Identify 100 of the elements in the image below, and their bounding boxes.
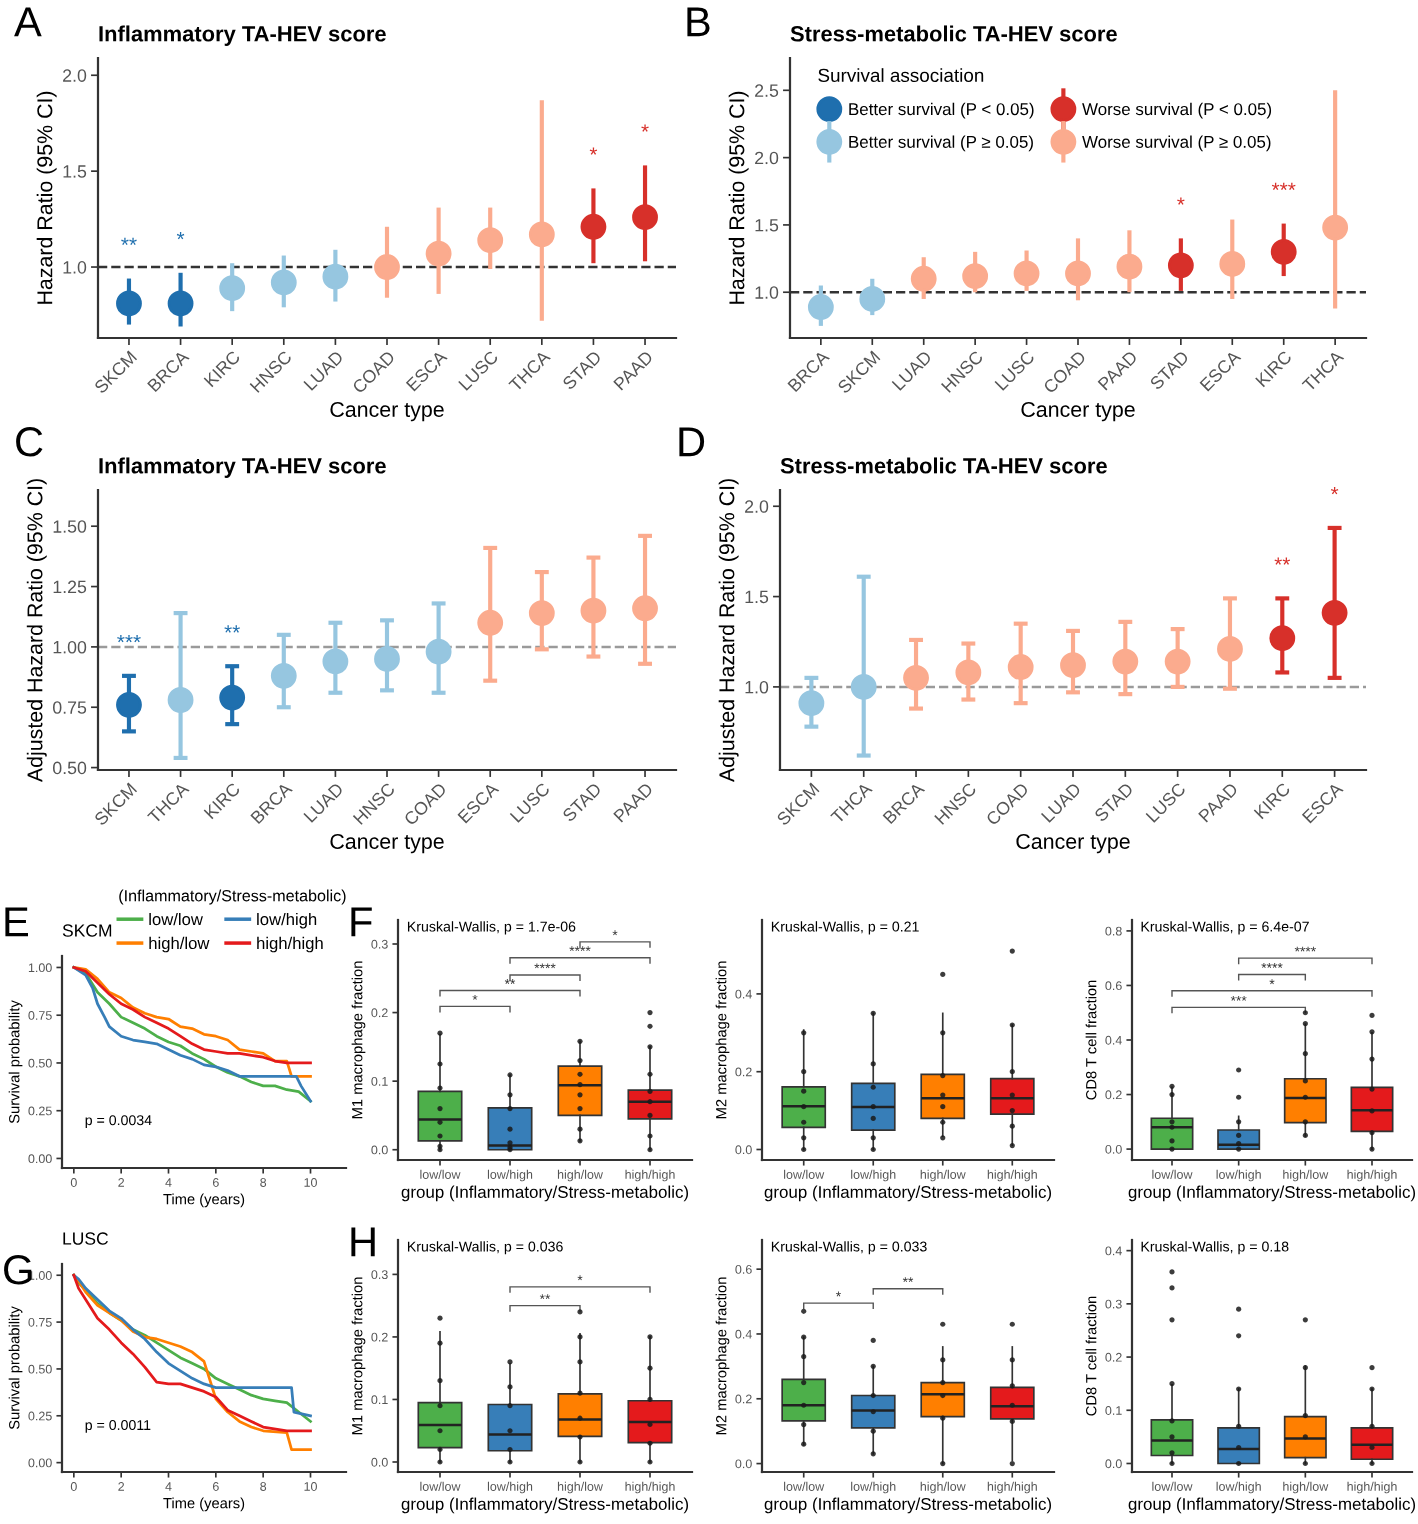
point (1060, 652, 1086, 679)
point (116, 691, 142, 718)
point (425, 240, 452, 267)
point (1167, 252, 1194, 279)
chart-title: Inflammatory TA-HEV score (99, 25, 386, 46)
y-tick-label: 1.0 (745, 680, 769, 694)
point (322, 648, 349, 675)
y-tick-label: 1.5 (745, 590, 769, 604)
chart-title: Inflammatory TA-HEV score (99, 457, 386, 478)
point (580, 597, 607, 624)
point (477, 227, 504, 254)
annotation: * (1177, 197, 1185, 205)
point (580, 213, 607, 240)
point (270, 269, 297, 296)
point (1112, 648, 1139, 675)
text: D (679, 427, 705, 457)
point (477, 609, 504, 636)
y-tick-label: 0.50 (52, 761, 87, 775)
point (219, 684, 246, 711)
y-tick-label: 0.75 (52, 701, 87, 714)
chart-title: Stress-metabolic TA-HEV score (790, 25, 1117, 42)
y-tick-label: 1.50 (53, 520, 87, 533)
chart-title: SKCM (62, 924, 112, 937)
point (1013, 260, 1040, 287)
legend-label: high/high (257, 936, 323, 953)
point (1322, 214, 1349, 241)
y-tick-label: 1.25 (53, 580, 87, 594)
x-axis-title: group (Inflammatory/Stress-metabolic) (764, 1185, 1052, 1202)
annotation: * (589, 147, 598, 155)
y-tick-label: 1.0 (755, 286, 779, 299)
annotation: ** (1274, 557, 1291, 565)
point (1270, 238, 1297, 265)
chart-title: Stress-metabolic TA-HEV score (780, 457, 1107, 474)
point (632, 595, 658, 622)
point (219, 275, 246, 302)
x-axis-title: group (Inflammatory/Stress-metabolic) (764, 1497, 1052, 1514)
legend-label: Better survival (P ≥ 0.05) (849, 135, 1033, 152)
point (798, 690, 825, 717)
annotation: * (641, 124, 649, 132)
point (632, 204, 658, 231)
point (1007, 654, 1034, 680)
x-axis-title: group (Inflammatory/Stress-metabolic) (401, 1497, 689, 1514)
point (167, 687, 194, 713)
annotation: * (176, 231, 185, 240)
y-tick-label: 1.00 (53, 640, 87, 654)
text: G (4, 1255, 32, 1285)
annotation: *** (117, 634, 141, 643)
point (903, 664, 929, 691)
point (1164, 648, 1191, 675)
point (270, 662, 297, 689)
y-axis-title: Hazard Ratio (95% CI) (728, 91, 749, 304)
y-axis-title: Adjusted Hazard Ratio (95% CI) (718, 479, 739, 783)
point (528, 600, 555, 627)
y-tick-label: 1.5 (755, 219, 779, 232)
point (528, 221, 555, 248)
point (116, 290, 142, 317)
y-axis-title: Adjusted Hazard Ratio (95% CI) (26, 479, 47, 783)
y-tick-label: 1.0 (63, 261, 87, 274)
point (1217, 636, 1243, 662)
x-axis-title: group (Inflammatory/Stress-metabolic) (1128, 1497, 1416, 1514)
x-axis-title: group (Inflammatory/Stress-metabolic) (401, 1185, 689, 1202)
point (322, 263, 349, 290)
annotation: * (1330, 487, 1339, 495)
y-tick-label: 1.5 (63, 165, 87, 178)
x-axis-title: Cancer type (330, 401, 444, 422)
annotation: ** (121, 237, 137, 245)
point (807, 294, 834, 320)
y-tick-label: 2.0 (745, 500, 769, 513)
point (850, 673, 877, 700)
point (1219, 251, 1246, 277)
legend-label: Worse survival (P < 0.05) (1082, 102, 1272, 119)
text: A (14, 7, 42, 37)
chart-title: LUSC (63, 1232, 109, 1245)
text: H (351, 1227, 375, 1257)
y-tick-label: 2.0 (755, 151, 779, 165)
y-tick-label: 2.0 (63, 69, 87, 82)
text: B (687, 7, 710, 37)
text: C (16, 427, 43, 457)
point (1116, 253, 1143, 280)
legend-label: Worse survival (P ≥ 0.05) (1082, 135, 1271, 152)
point (425, 638, 452, 665)
point (167, 290, 194, 317)
x-axis-title: Cancer type (1016, 833, 1130, 854)
legend-label: low/low (149, 912, 203, 926)
line-series (72, 966, 312, 1103)
x-axis-title: Cancer type (330, 833, 444, 854)
point (1269, 625, 1296, 652)
y-axis-title: Hazard Ratio (95% CI) (36, 91, 57, 304)
text: F (351, 907, 372, 937)
text: E (5, 907, 28, 937)
legend-label: Better survival (P < 0.05) (849, 102, 1034, 119)
y-tick-label: 2.5 (755, 84, 779, 97)
point (910, 265, 937, 292)
point (374, 646, 400, 672)
x-axis-title: Cancer type (1021, 401, 1135, 422)
point (962, 263, 989, 289)
point (859, 286, 886, 312)
point (1321, 599, 1348, 626)
point (1065, 260, 1091, 287)
legend-label: high/low (149, 936, 210, 953)
